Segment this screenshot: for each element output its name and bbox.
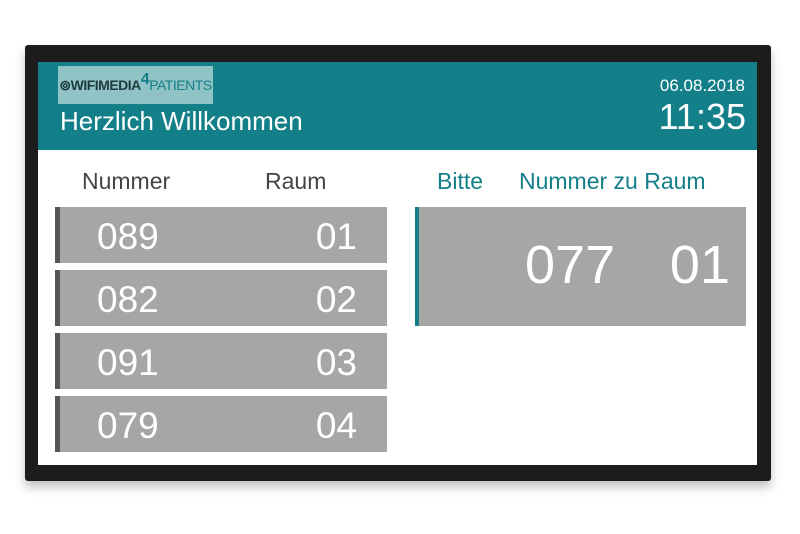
queue-row: 091 03 bbox=[55, 333, 387, 389]
ticket-number: 082 bbox=[97, 279, 159, 320]
display-screen: ⊚WIFIMEDIA 4 PATIENTS Herzlich Willkommen … bbox=[38, 62, 757, 465]
room-number: 02 bbox=[315, 279, 357, 320]
queue-row: 082 02 bbox=[55, 270, 387, 326]
brand-logo: ⊚WIFIMEDIA 4 PATIENTS bbox=[58, 66, 213, 104]
clock: 11:35 bbox=[658, 96, 746, 137]
ticket-number: 089 bbox=[97, 216, 159, 257]
current-header-number-to-room: Nummer zu Raum bbox=[519, 168, 706, 194]
welcome-title: Herzlich Willkommen bbox=[60, 106, 303, 136]
ticket-number: 091 bbox=[97, 342, 159, 383]
logo-text: 4 bbox=[140, 71, 150, 88]
ticket-number: 079 bbox=[97, 405, 159, 446]
room-number: 03 bbox=[315, 342, 357, 383]
room-number: 01 bbox=[315, 216, 357, 257]
current-ticket-number: 077 bbox=[525, 235, 616, 295]
logo-text: ⊚WIFIMEDIA bbox=[59, 76, 141, 93]
logo-text: PATIENTS bbox=[149, 77, 212, 93]
current-room-number: 01 bbox=[669, 235, 730, 295]
current-header-please: Bitte bbox=[437, 168, 484, 194]
room-number: 04 bbox=[315, 405, 357, 446]
current-call-panel: 077 01 bbox=[415, 207, 746, 326]
queue-row: 079 04 bbox=[55, 396, 387, 452]
column-header-number: Nummer bbox=[82, 168, 171, 194]
header: ⊚WIFIMEDIA 4 PATIENTS Herzlich Willkommen … bbox=[38, 62, 757, 150]
queue-row: 089 01 bbox=[55, 207, 387, 263]
column-header-room: Raum bbox=[265, 168, 327, 194]
date: 06.08.2018 bbox=[659, 76, 745, 95]
